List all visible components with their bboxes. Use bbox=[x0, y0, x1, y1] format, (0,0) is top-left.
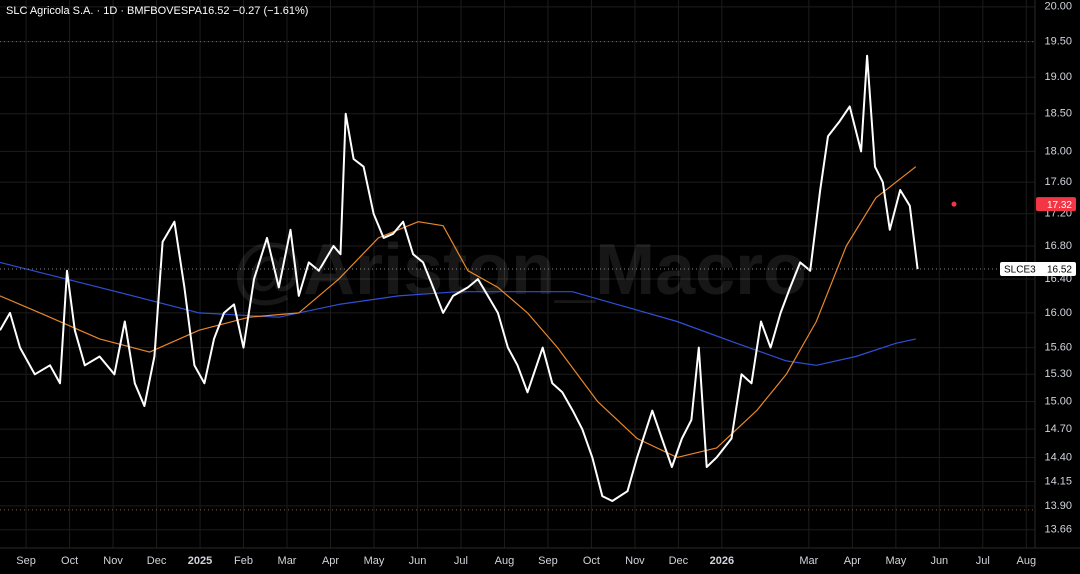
x-tick-label: Dec bbox=[669, 555, 689, 567]
x-tick-label: Aug bbox=[1017, 555, 1037, 567]
x-tick-label: 2025 bbox=[188, 555, 212, 567]
x-tick-label: Dec bbox=[147, 555, 167, 567]
last-price-tag bbox=[1000, 262, 1076, 277]
y-tick-label: 19.50 bbox=[1044, 35, 1072, 47]
y-tick-label: 13.66 bbox=[1044, 524, 1072, 536]
x-tick-label: May bbox=[885, 555, 906, 567]
y-tick-label: 15.00 bbox=[1044, 395, 1072, 407]
x-tick-label: Aug bbox=[495, 555, 515, 567]
x-tick-label: Oct bbox=[583, 555, 600, 567]
quote: 16.52 −0.27 (−1.61%) bbox=[202, 5, 308, 17]
x-tick-label: Sep bbox=[538, 555, 558, 567]
x-tick-label: Jul bbox=[976, 555, 990, 567]
plot bbox=[0, 41, 1035, 511]
x-tick-label: Nov bbox=[625, 555, 645, 567]
series-line bbox=[0, 54, 919, 502]
y-tick-label: 14.70 bbox=[1044, 423, 1072, 435]
y-tick-label: 18.50 bbox=[1044, 108, 1072, 120]
y-tick-label: 14.40 bbox=[1044, 451, 1072, 463]
y-tick-label: 15.30 bbox=[1044, 368, 1072, 380]
x-tick-label: Jul bbox=[454, 555, 468, 567]
x-tick-label: Mar bbox=[799, 555, 818, 567]
watermark: @Ariston_Macro bbox=[233, 230, 807, 310]
x-tick-label: Sep bbox=[16, 555, 36, 567]
series-line bbox=[0, 166, 917, 458]
x-tick-label: Jun bbox=[409, 555, 427, 567]
y-tick-label: 15.60 bbox=[1044, 342, 1072, 354]
x-tick-label: Feb bbox=[234, 555, 253, 567]
series-line bbox=[0, 261, 916, 366]
x-tick-label: Apr bbox=[322, 555, 339, 567]
marker-dot bbox=[951, 201, 957, 207]
marker-label: 17.32 bbox=[1047, 200, 1072, 211]
x-tick-label: Nov bbox=[103, 555, 123, 567]
y-tick-label: 14.15 bbox=[1044, 475, 1072, 487]
y-tick-label: 18.00 bbox=[1044, 145, 1072, 157]
grid bbox=[0, 0, 1035, 548]
x-tick-label: Apr bbox=[844, 555, 861, 567]
chart-title: SLC Agricola S.A. · 1D · BMFBOVESPA bbox=[6, 5, 203, 17]
y-tick-label: 17.60 bbox=[1044, 176, 1072, 188]
last-price-symbol: SLCE3 bbox=[1004, 265, 1036, 276]
last-price-value: 16.52 bbox=[1047, 265, 1072, 276]
y-tick-label: 16.80 bbox=[1044, 240, 1072, 252]
marker-tag bbox=[1036, 197, 1076, 212]
y-tick-label: 20.00 bbox=[1044, 1, 1072, 13]
y-tick-label: 19.00 bbox=[1044, 71, 1072, 83]
x-tick-label: Oct bbox=[61, 555, 78, 567]
x-tick-label: Mar bbox=[278, 555, 297, 567]
x-tick-label: Jun bbox=[930, 555, 948, 567]
y-tick-label: 16.00 bbox=[1044, 307, 1072, 319]
x-tick-label: 2026 bbox=[710, 555, 734, 567]
x-tick-label: May bbox=[364, 555, 385, 567]
y-tick-label: 13.90 bbox=[1044, 500, 1072, 512]
